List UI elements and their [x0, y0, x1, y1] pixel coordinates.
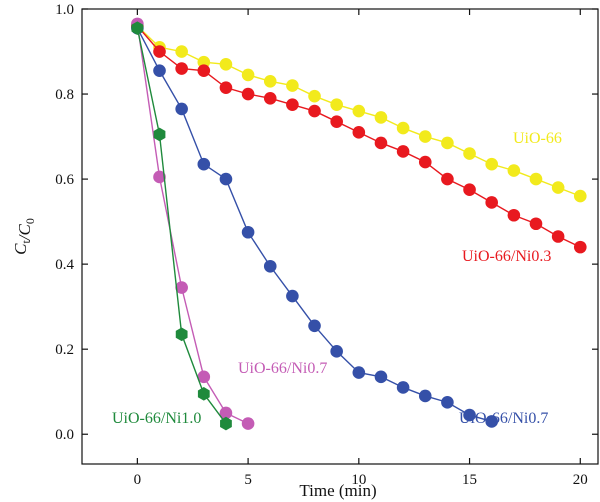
series-label-uio66-ni03: UiO-66/Ni0.3 [462, 248, 551, 265]
series-3 [131, 17, 255, 430]
x-tick-label: 10 [351, 472, 366, 488]
data-point [573, 240, 587, 254]
data-point [263, 259, 277, 273]
x-tick-label: 5 [244, 472, 252, 488]
data-point [374, 111, 388, 124]
series-2 [131, 21, 498, 428]
data-point [219, 57, 233, 71]
data-point [463, 183, 476, 197]
data-point [551, 181, 565, 194]
series-layer [131, 17, 587, 431]
data-point [418, 130, 432, 143]
data-point [463, 147, 476, 160]
data-point [308, 319, 321, 333]
series-line [136, 27, 227, 425]
x-axis-label: Time (min) [299, 481, 376, 500]
x-tick-label: 20 [573, 472, 588, 488]
x-tick-label: 0 [134, 472, 142, 488]
data-point [485, 415, 498, 428]
data-point [175, 327, 188, 342]
data-point [153, 64, 166, 77]
y-axis-label: Ct/C0 [11, 218, 37, 255]
data-point [219, 172, 233, 186]
data-point [241, 417, 255, 430]
data-point [418, 155, 432, 169]
data-point [263, 74, 277, 88]
data-point [507, 208, 521, 222]
data-point [175, 62, 188, 75]
data-point [330, 98, 343, 111]
data-point [352, 104, 366, 118]
data-point [330, 115, 343, 128]
plot-frame [81, 8, 599, 465]
data-point [441, 172, 454, 186]
data-point [441, 396, 454, 409]
data-point [308, 104, 321, 118]
y-tick-label: 0.2 [55, 342, 74, 358]
data-point [330, 345, 343, 358]
y-tick-label: 0.8 [55, 87, 74, 103]
series-0 [131, 19, 587, 203]
y-tick-label: 0.0 [55, 427, 74, 443]
data-point [219, 81, 233, 94]
y-tick-label: 0.4 [55, 257, 74, 273]
data-point [241, 87, 255, 101]
data-point [153, 127, 166, 142]
series-label-uio66: UiO-66 [513, 130, 562, 147]
data-point [286, 289, 299, 303]
data-point [374, 136, 388, 150]
series-label-uio66-ni10: UiO-66/Ni1.0 [112, 410, 201, 427]
data-point [507, 164, 521, 177]
data-point [396, 121, 410, 135]
data-point [352, 126, 366, 139]
series-label-uio66-ni07-pink: UiO-66/Ni0.7 [238, 360, 327, 377]
data-point [308, 89, 321, 103]
data-point [175, 102, 188, 116]
data-point [153, 45, 166, 58]
x-tick-label: 15 [462, 472, 477, 488]
data-point [485, 196, 498, 209]
data-point [197, 64, 211, 77]
data-point [197, 157, 211, 171]
data-point [220, 416, 232, 431]
data-point [573, 189, 587, 203]
data-point [463, 408, 476, 422]
y-tick-label: 0.6 [55, 172, 74, 188]
series-1 [131, 19, 587, 254]
data-point [286, 98, 299, 111]
data-point [175, 45, 188, 58]
data-point [131, 21, 144, 35]
data-point [529, 172, 543, 186]
data-point [396, 145, 410, 158]
data-point [441, 136, 454, 150]
data-point [241, 68, 255, 82]
data-point [219, 406, 233, 420]
data-point [175, 281, 188, 294]
series-label-uio66-ni07-blue: UiO-66/Ni0.7 [459, 410, 548, 427]
y-tick-label: 1.0 [55, 2, 74, 18]
series-4 [131, 21, 232, 431]
data-point [286, 79, 299, 92]
data-point [374, 370, 388, 384]
data-point [551, 230, 565, 243]
data-point [263, 91, 277, 105]
data-point [197, 370, 211, 384]
data-point [241, 225, 255, 239]
data-point [153, 170, 166, 184]
data-point [529, 217, 543, 231]
data-point [485, 157, 498, 171]
data-point [352, 366, 366, 379]
data-point [396, 381, 410, 394]
plot-area: 0 5 10 15 20 0.0 0.2 0.4 0.6 0.8 1.0 Time (min) Ct/C… [11, 2, 599, 500]
data-point [418, 389, 432, 403]
data-point [197, 387, 210, 401]
